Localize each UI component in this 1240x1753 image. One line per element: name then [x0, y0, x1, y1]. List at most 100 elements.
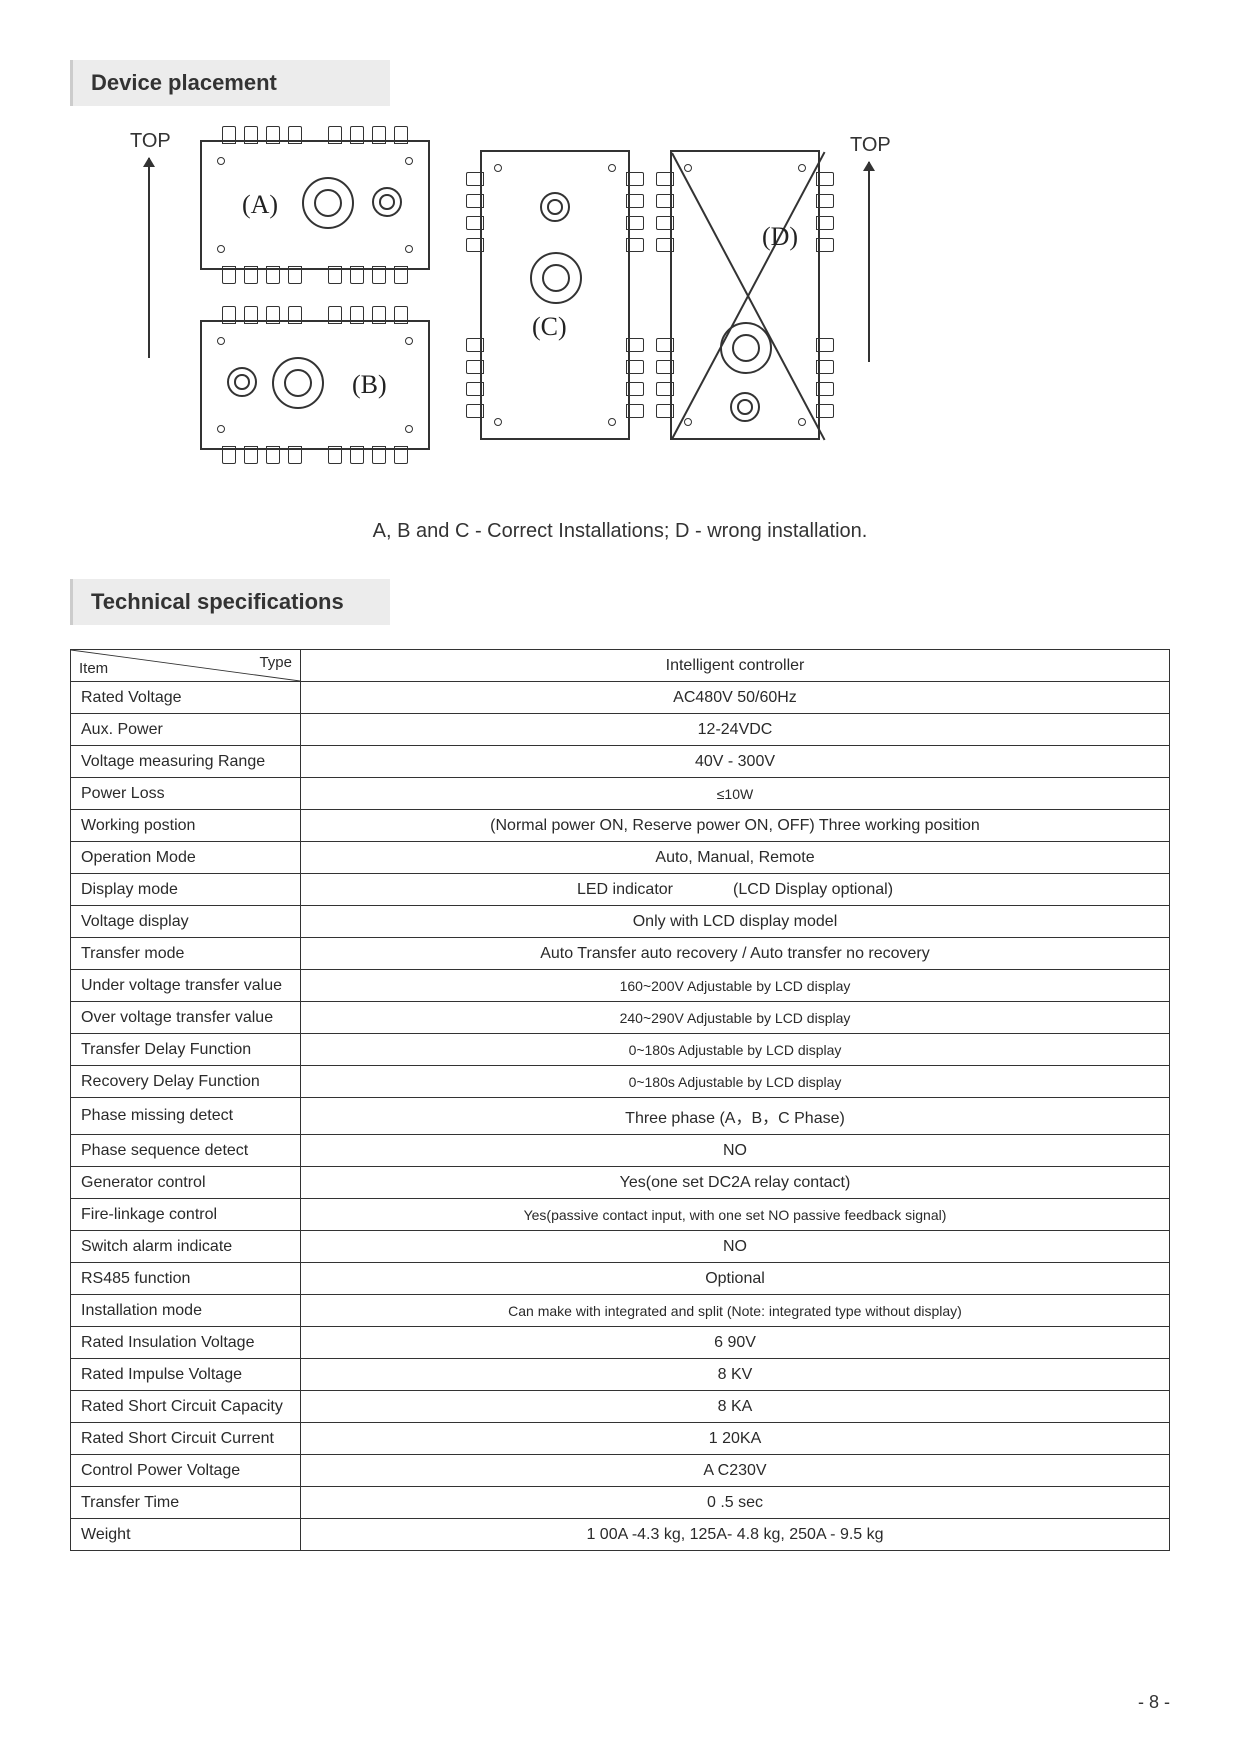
- table-row: Voltage measuring Range40V - 300V: [71, 746, 1170, 778]
- table-row: Weight1 00A -4.3 kg, 125A- 4.8 kg, 250A …: [71, 1519, 1170, 1551]
- table-row: Operation ModeAuto, Manual, Remote: [71, 842, 1170, 874]
- table-row: RS485 functionOptional: [71, 1263, 1170, 1295]
- spec-value: NO: [301, 1231, 1170, 1263]
- spec-item: Control Power Voltage: [71, 1455, 301, 1487]
- device-d-label: (D): [762, 222, 798, 252]
- table-row: Rated Impulse Voltage8 KV: [71, 1359, 1170, 1391]
- spec-item: Voltage measuring Range: [71, 746, 301, 778]
- section-device-placement: Device placement: [70, 60, 390, 106]
- table-row: Recovery Delay Function0~180s Adjustable…: [71, 1066, 1170, 1098]
- spec-item: Working postion: [71, 810, 301, 842]
- spec-item: Under voltage transfer value: [71, 970, 301, 1002]
- spec-value: Auto Transfer auto recovery / Auto trans…: [301, 938, 1170, 970]
- table-row: Power Loss≤10W: [71, 778, 1170, 810]
- device-b-label: (B): [352, 370, 387, 400]
- spec-item: Phase sequence detect: [71, 1135, 301, 1167]
- spec-table-body: Rated VoltageAC480V 50/60HzAux. Power12-…: [71, 682, 1170, 1551]
- spec-item: Rated Short Circuit Capacity: [71, 1391, 301, 1423]
- spec-value: AC480V 50/60Hz: [301, 682, 1170, 714]
- spec-value: A C230V: [301, 1455, 1170, 1487]
- spec-item: Switch alarm indicate: [71, 1231, 301, 1263]
- table-row: Fire-linkage controlYes(passive contact …: [71, 1199, 1170, 1231]
- spec-item: Recovery Delay Function: [71, 1066, 301, 1098]
- spec-value: Auto, Manual, Remote: [301, 842, 1170, 874]
- spec-item: RS485 function: [71, 1263, 301, 1295]
- table-row: Aux. Power12-24VDC: [71, 714, 1170, 746]
- spec-value: 40V - 300V: [301, 746, 1170, 778]
- spec-item: Installation mode: [71, 1295, 301, 1327]
- table-row: Transfer Delay Function0~180s Adjustable…: [71, 1034, 1170, 1066]
- top-label-left: TOP: [130, 130, 171, 153]
- spec-value: 12-24VDC: [301, 714, 1170, 746]
- spec-item: Transfer Delay Function: [71, 1034, 301, 1066]
- device-b: (B): [200, 320, 430, 450]
- spec-value: 1 20KA: [301, 1423, 1170, 1455]
- placement-diagram-area: TOP TOP (A) (B): [110, 130, 1170, 510]
- spec-value: NO: [301, 1135, 1170, 1167]
- spec-header-item-type: Item Type: [71, 650, 301, 682]
- spec-value: Three phase (A，B，C Phase): [301, 1098, 1170, 1135]
- device-d: (D): [670, 150, 820, 440]
- spec-item: Aux. Power: [71, 714, 301, 746]
- table-row: Installation modeCan make with integrate…: [71, 1295, 1170, 1327]
- table-row: Transfer Time0 .5 sec: [71, 1487, 1170, 1519]
- table-row: Rated Short Circuit Current1 20KA: [71, 1423, 1170, 1455]
- spec-item: Operation Mode: [71, 842, 301, 874]
- spec-value: Yes(one set DC2A relay contact): [301, 1167, 1170, 1199]
- spec-item: Generator control: [71, 1167, 301, 1199]
- spec-value: 6 90V: [301, 1327, 1170, 1359]
- table-row: Switch alarm indicateNO: [71, 1231, 1170, 1263]
- section-tech-specs: Technical specifications: [70, 579, 390, 625]
- top-label-right: TOP: [850, 134, 891, 157]
- spec-value: Yes(passive contact input, with one set …: [301, 1199, 1170, 1231]
- spec-value: Only with LCD display model: [301, 906, 1170, 938]
- spec-item: Fire-linkage control: [71, 1199, 301, 1231]
- spec-value: 8 KA: [301, 1391, 1170, 1423]
- spec-item: Display mode: [71, 874, 301, 906]
- device-c: (C): [480, 150, 630, 440]
- spec-value: 1 00A -4.3 kg, 125A- 4.8 kg, 250A - 9.5 …: [301, 1519, 1170, 1551]
- spec-value: 0 .5 sec: [301, 1487, 1170, 1519]
- spec-item: Rated Impulse Voltage: [71, 1359, 301, 1391]
- table-row: Phase sequence detectNO: [71, 1135, 1170, 1167]
- table-row: Rated VoltageAC480V 50/60Hz: [71, 682, 1170, 714]
- device-a: (A): [200, 140, 430, 270]
- spec-value: ≤10W: [301, 778, 1170, 810]
- spec-value: Can make with integrated and split (Note…: [301, 1295, 1170, 1327]
- spec-table: Item Type Intelligent controller Rated V…: [70, 649, 1170, 1551]
- page-number: - 8 -: [1138, 1692, 1170, 1713]
- table-row: Under voltage transfer value160~200V Adj…: [71, 970, 1170, 1002]
- spec-item: Rated Voltage: [71, 682, 301, 714]
- table-row: Working postion(Normal power ON, Reserve…: [71, 810, 1170, 842]
- table-row: Display modeLED indicator(LCD Display op…: [71, 874, 1170, 906]
- device-c-label: (C): [532, 312, 567, 342]
- spec-value: LED indicator(LCD Display optional): [301, 874, 1170, 906]
- spec-value: 160~200V Adjustable by LCD display: [301, 970, 1170, 1002]
- spec-item: Voltage display: [71, 906, 301, 938]
- spec-item: Rated Short Circuit Current: [71, 1423, 301, 1455]
- spec-item: Rated Insulation Voltage: [71, 1327, 301, 1359]
- spec-value: 8 KV: [301, 1359, 1170, 1391]
- spec-item: Transfer Time: [71, 1487, 301, 1519]
- spec-value: 0~180s Adjustable by LCD display: [301, 1066, 1170, 1098]
- spec-item: Phase missing detect: [71, 1098, 301, 1135]
- top-arrow-left: [148, 158, 150, 358]
- table-row: Rated Insulation Voltage6 90V: [71, 1327, 1170, 1359]
- spec-value: (Normal power ON, Reserve power ON, OFF)…: [301, 810, 1170, 842]
- spec-item: Over voltage transfer value: [71, 1002, 301, 1034]
- spec-value: 240~290V Adjustable by LCD display: [301, 1002, 1170, 1034]
- spec-value: Optional: [301, 1263, 1170, 1295]
- spec-item: Transfer mode: [71, 938, 301, 970]
- table-row: Control Power VoltageA C230V: [71, 1455, 1170, 1487]
- table-row: Over voltage transfer value240~290V Adju…: [71, 1002, 1170, 1034]
- spec-value: 0~180s Adjustable by LCD display: [301, 1034, 1170, 1066]
- table-row: Voltage displayOnly with LCD display mod…: [71, 906, 1170, 938]
- spec-header-controller: Intelligent controller: [301, 650, 1170, 682]
- spec-item: Power Loss: [71, 778, 301, 810]
- table-row: Phase missing detectThree phase (A，B，C P…: [71, 1098, 1170, 1135]
- top-arrow-right: [868, 162, 870, 362]
- spec-item: Weight: [71, 1519, 301, 1551]
- table-row: Rated Short Circuit Capacity8 KA: [71, 1391, 1170, 1423]
- table-row: Generator controlYes(one set DC2A relay …: [71, 1167, 1170, 1199]
- table-row: Transfer modeAuto Transfer auto recovery…: [71, 938, 1170, 970]
